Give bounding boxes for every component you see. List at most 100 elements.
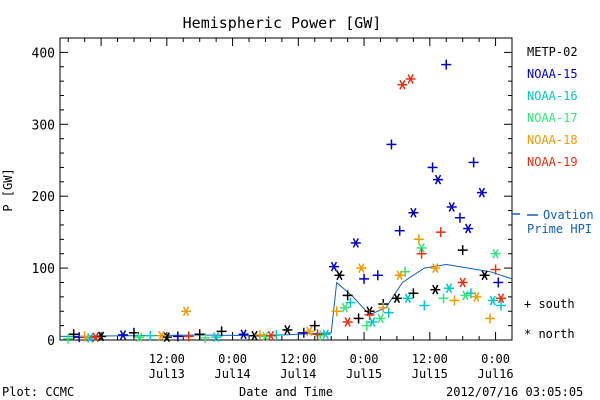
data-point-noaa-17-north xyxy=(460,290,471,301)
data-point-noaa-17-south xyxy=(361,320,372,331)
data-point-noaa-15-north xyxy=(350,238,361,248)
x-tick-time-label: 12:00 xyxy=(280,352,316,366)
data-point-noaa-15-south xyxy=(386,139,397,150)
data-point-noaa-15-south xyxy=(359,273,370,284)
data-point-noaa-15-north xyxy=(463,223,474,234)
data-point-metp-02-north xyxy=(391,293,402,304)
data-point-noaa-15-south xyxy=(427,162,438,173)
x-tick-time-label: 12:00 xyxy=(149,352,185,366)
data-point-noaa-19-north xyxy=(405,74,416,84)
legend-entry-noaa-17: NOAA-17 xyxy=(527,111,578,125)
data-point-noaa-19-north xyxy=(342,317,353,327)
data-point-noaa-17-north xyxy=(339,302,350,313)
data-point-noaa-19-north xyxy=(457,277,468,288)
data-point-noaa-19-north xyxy=(496,293,507,304)
data-point-noaa-15-north xyxy=(118,330,129,340)
data-point-noaa-15-south xyxy=(298,327,309,338)
data-point-noaa-15-north xyxy=(328,261,339,272)
y-axis-label: P [GW] xyxy=(1,168,15,211)
data-point-metp-02-south xyxy=(342,290,353,301)
y-tick-label: 0 xyxy=(47,334,55,349)
data-point-noaa-17-north xyxy=(416,243,427,253)
data-point-noaa-18-south xyxy=(485,313,496,324)
data-point-noaa-15-south xyxy=(372,270,383,281)
x-tick-date-label: Jul13 xyxy=(149,367,185,381)
y-tick-label: 200 xyxy=(32,190,55,205)
data-point-noaa-16-south xyxy=(419,300,430,311)
data-point-noaa-15-north xyxy=(476,187,487,198)
x-tick-date-label: Jul14 xyxy=(215,367,251,381)
y-tick-label: 400 xyxy=(32,46,55,61)
data-point-noaa-18-south xyxy=(79,331,90,342)
data-point-noaa-15-south xyxy=(493,277,504,288)
data-point-noaa-15-north xyxy=(238,329,249,340)
x-tick-date-label: Jul14 xyxy=(280,367,316,381)
data-point-noaa-17-south xyxy=(63,333,74,344)
data-point-metp-02-north xyxy=(334,270,345,281)
data-point-metp-02-south xyxy=(408,288,419,299)
data-point-noaa-18-south xyxy=(413,234,424,245)
data-point-noaa-18-south xyxy=(378,302,389,313)
data-point-metp-02-south xyxy=(194,329,205,340)
plot-timestamp: 2012/07/16 03:05:05 xyxy=(446,385,583,399)
data-point-noaa-18-north xyxy=(304,326,315,337)
data-point-noaa-16-south xyxy=(383,307,394,318)
data-point-noaa-17-north xyxy=(375,313,386,324)
data-point-noaa-15-south xyxy=(454,212,465,223)
x-tick-time-label: 0:00 xyxy=(218,352,247,366)
y-axis: 0 100 200 300 400 xyxy=(32,37,512,349)
data-point-noaa-18-north xyxy=(471,291,482,302)
data-point-metp-02-south xyxy=(457,245,468,256)
data-point-metp-02-south xyxy=(309,320,320,331)
data-point-noaa-18-north xyxy=(156,330,167,341)
data-points xyxy=(63,59,507,344)
data-point-noaa-19-south xyxy=(364,309,375,320)
ovation-hpi-series-line xyxy=(59,263,513,337)
data-point-metp-02-south xyxy=(353,313,364,324)
data-point-metp-02-north xyxy=(430,284,441,295)
data-point-noaa-19-north xyxy=(265,330,276,341)
marker-legend-south: + south xyxy=(524,297,575,311)
data-point-noaa-19-south xyxy=(183,331,194,342)
plot-frame xyxy=(59,37,513,341)
data-point-noaa-15-north xyxy=(446,202,457,212)
data-point-noaa-19-south xyxy=(490,264,501,275)
legend-entry-noaa-19: NOAA-19 xyxy=(527,155,578,169)
legend: METP-02 NOAA-15 NOAA-16 NOAA-17 NOAA-18 NOAA-… xyxy=(527,45,578,169)
data-point-noaa-16-north xyxy=(402,293,413,304)
legend-entry-metp-02: METP-02 xyxy=(527,45,578,59)
plot-area xyxy=(59,37,513,341)
data-point-metp-02-south xyxy=(68,329,79,340)
x-axis: 12:00Jul130:00Jul1412:00Jul140:00Jul1512… xyxy=(67,38,514,381)
x-axis-label: Date and Time xyxy=(239,385,333,399)
data-point-noaa-18-south xyxy=(449,295,460,306)
data-point-noaa-18-south xyxy=(331,306,342,317)
data-point-noaa-19-south xyxy=(312,329,323,340)
x-tick-date-label: Jul15 xyxy=(346,367,382,381)
legend-entry-noaa-18: NOAA-18 xyxy=(527,133,578,147)
marker-legend: + south * north xyxy=(524,297,575,341)
y-tick-label: 100 xyxy=(32,262,55,277)
data-point-metp-02-north xyxy=(479,270,490,281)
x-tick-date-label: Jul16 xyxy=(478,367,514,381)
data-point-noaa-16-north xyxy=(487,295,498,306)
x-tick-date-label: Jul15 xyxy=(412,367,448,381)
data-point-noaa-15-north xyxy=(408,207,419,218)
ovation-hpi-line xyxy=(59,263,513,337)
data-point-noaa-18-south xyxy=(254,329,265,340)
data-point-noaa-16-south xyxy=(145,330,156,341)
x-tick-time-label: 0:00 xyxy=(481,352,510,366)
data-point-noaa-17-south xyxy=(200,332,211,343)
data-point-noaa-15-south xyxy=(441,59,452,70)
chart-title: Hemispheric Power [GW] xyxy=(183,14,382,32)
data-point-noaa-19-north xyxy=(397,79,408,90)
ovation-legend-label-line1: Ovation xyxy=(543,208,594,222)
legend-entry-noaa-16: NOAA-16 xyxy=(527,89,578,103)
data-point-noaa-19-south xyxy=(416,248,427,259)
data-point-noaa-15-south xyxy=(468,157,479,168)
marker-legend-north: * north xyxy=(524,327,575,341)
x-tick-time-label: 12:00 xyxy=(412,352,448,366)
data-point-noaa-19-south xyxy=(435,227,446,238)
data-point-noaa-19-north xyxy=(90,332,101,342)
